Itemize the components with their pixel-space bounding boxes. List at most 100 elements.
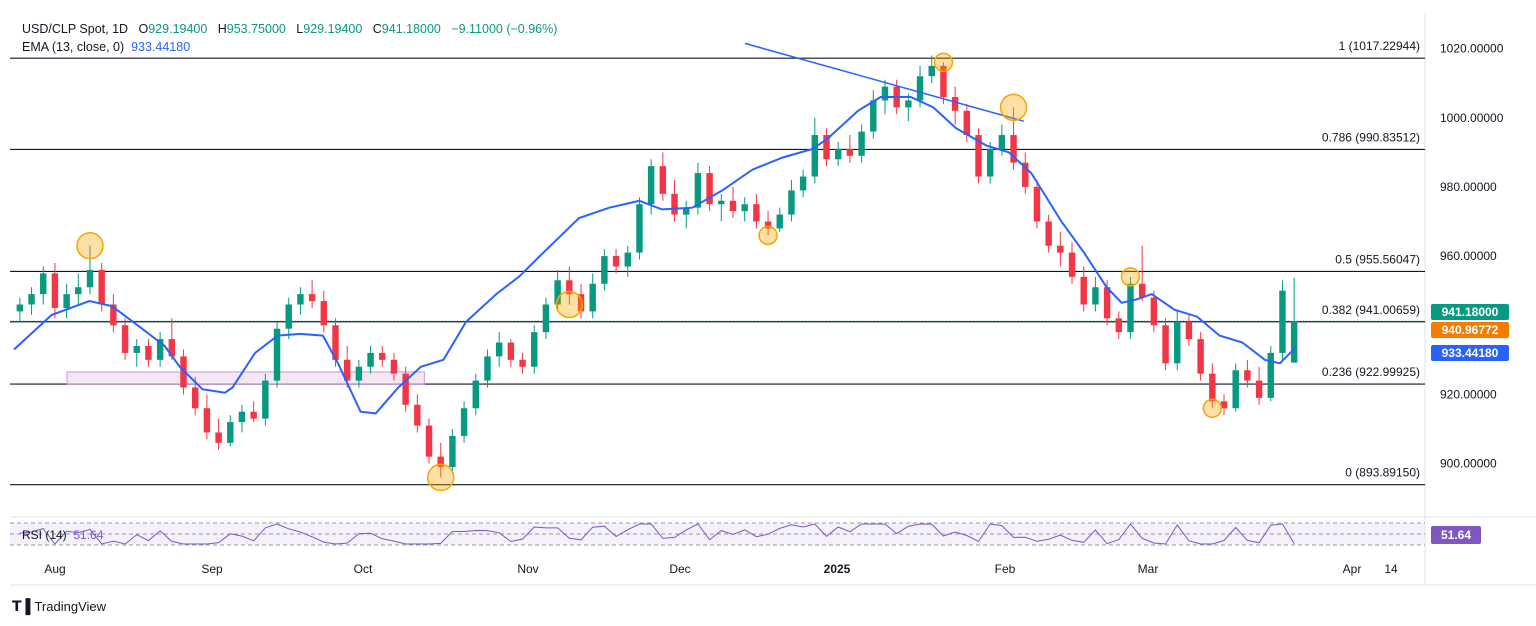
- candle-body: [355, 366, 363, 381]
- rsi-pane: [10, 522, 1425, 546]
- price-axis-tick: 980.00000: [1440, 180, 1497, 194]
- support-zone: [66, 371, 426, 385]
- candle-body: [881, 86, 889, 101]
- high-label: H: [217, 22, 227, 36]
- candle-body: [1115, 318, 1123, 333]
- candle-body: [963, 110, 971, 136]
- highlight-circle: [999, 93, 1028, 122]
- candle-body: [110, 304, 117, 326]
- ema-value: 933.44180: [131, 40, 191, 54]
- support-box: [66, 371, 426, 385]
- candle-body: [1127, 283, 1134, 333]
- time-axis-label: Oct: [354, 562, 373, 576]
- ema-label[interactable]: EMA (13, close, 0): [22, 40, 125, 54]
- highlight-circle: [758, 225, 778, 246]
- open-label: O: [138, 22, 149, 36]
- tradingview-brand[interactable]: 𝗧▐ TradingView: [12, 598, 106, 615]
- candle-body: [16, 304, 24, 312]
- candle-body: [379, 352, 386, 360]
- candle-body: [1010, 135, 1017, 163]
- candle-body: [1057, 245, 1064, 253]
- candle-body: [98, 269, 105, 305]
- candle-body: [577, 294, 585, 312]
- candle-body: [297, 294, 304, 305]
- candle-body: [1138, 283, 1146, 298]
- time-axis-label: Mar: [1138, 562, 1159, 576]
- candle-body: [1103, 287, 1111, 319]
- candle-body: [753, 204, 760, 222]
- candle-body: [764, 221, 772, 229]
- candle-body: [332, 325, 339, 360]
- high-value: 953.75000: [226, 22, 286, 36]
- price-axis-tick: 1000.00000: [1440, 111, 1504, 125]
- candle-body: [250, 411, 257, 419]
- time-axis-label: Aug: [44, 562, 65, 576]
- candle-body: [133, 346, 140, 353]
- ema-13-line: [13, 96, 1296, 415]
- candle-body: [238, 411, 246, 423]
- symbol-legend[interactable]: USD/CLP Spot, 1D O929.19400 H953.75000 L…: [22, 22, 557, 36]
- price-axis-tick: 900.00000: [1440, 457, 1497, 471]
- candle-body: [1080, 276, 1087, 305]
- candle-body: [554, 280, 561, 305]
- ema-legend[interactable]: EMA (13, close, 0) 933.44180: [22, 40, 190, 54]
- ema-line: [13, 96, 1296, 415]
- fib-level-label: 0.236 (922.99925): [1322, 365, 1420, 379]
- rsi-label[interactable]: RSI (14): [22, 528, 67, 542]
- close-value: 941.18000: [381, 22, 441, 36]
- symbol-title[interactable]: USD/CLP Spot, 1D: [22, 22, 129, 36]
- candle-body: [63, 294, 70, 308]
- candle-body: [659, 166, 667, 194]
- candle-body: [1150, 297, 1158, 326]
- brand-name: TradingView: [34, 599, 107, 614]
- candle-body: [729, 200, 737, 212]
- rsi-line: [19, 523, 1295, 545]
- candle-body: [203, 408, 211, 433]
- candle-body: [566, 280, 573, 295]
- candle-body: [285, 304, 292, 329]
- time-axis[interactable]: Aug Sep Oct Nov Dec 2025 Feb Mar Apr 14: [44, 562, 1398, 576]
- candle-body: [227, 422, 234, 443]
- candle-body: [1255, 380, 1263, 398]
- candle-body: [928, 65, 935, 77]
- candle-body: [1197, 339, 1204, 374]
- fib-level-label: 1 (1017.22944): [1339, 39, 1420, 53]
- low-value: 929.19400: [303, 22, 363, 36]
- candle-body: [706, 173, 713, 205]
- candle-body: [694, 173, 702, 208]
- candle-body: [858, 131, 865, 156]
- candle-body: [776, 214, 783, 229]
- candle-body: [788, 190, 795, 215]
- time-axis-label: Apr: [1343, 562, 1362, 576]
- highlight-circle: [426, 463, 455, 492]
- candle-body: [1092, 287, 1099, 305]
- candle-body: [273, 328, 281, 381]
- candle-body: [1162, 325, 1169, 364]
- candle-body: [636, 204, 643, 253]
- price-axis-tick: 1020.00000: [1440, 42, 1504, 56]
- candle-body: [624, 252, 631, 267]
- close-price-tag: 941.18000: [1431, 304, 1509, 320]
- candle-body: [1232, 370, 1239, 409]
- candle-body: [40, 273, 47, 295]
- time-axis-label: Sep: [201, 562, 223, 576]
- candle-body: [75, 287, 82, 295]
- candle-body: [262, 380, 269, 419]
- price-axis[interactable]: 1020.00000 1000.00000 980.00000 960.00000 92…: [1440, 42, 1504, 471]
- candle-body: [414, 404, 421, 426]
- candle-body: [1068, 252, 1076, 277]
- candle-body: [846, 148, 854, 156]
- candle-body: [542, 304, 550, 333]
- descending-trendline: [744, 42, 1024, 122]
- candle-body: [870, 100, 877, 132]
- candle-body: [460, 408, 468, 436]
- candle-body: [191, 387, 199, 409]
- candle-body: [86, 269, 94, 288]
- fib-level-label: 0.382 (941.00659): [1322, 303, 1420, 317]
- highlight-circle: [76, 231, 104, 260]
- rsi-legend[interactable]: RSI (14) 51.64: [22, 528, 103, 542]
- candle-body: [156, 339, 164, 360]
- rsi-tag: 51.64: [1431, 526, 1481, 544]
- candle-body: [612, 256, 620, 267]
